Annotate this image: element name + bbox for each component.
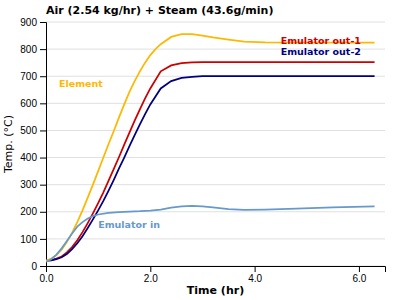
y-tick-label: 300 (20, 179, 37, 190)
y-tick-mark (40, 76, 46, 77)
y-axis: 0 100 200 300 400 500 600 700 800 900 (20, 17, 46, 272)
y-tick-mark (40, 49, 46, 50)
y-tick: 0 (31, 261, 46, 272)
grid-line (46, 238, 385, 239)
grid-line (46, 22, 385, 23)
x-tick: 6.0 (352, 266, 366, 284)
y-tick: 600 (20, 98, 46, 109)
y-tick-label: 100 (20, 234, 37, 245)
y-tick-label: 900 (20, 17, 37, 28)
x-axis: 0.0 2.0 4.0 6.0 (40, 266, 386, 284)
series-line (46, 206, 375, 262)
grid-line (46, 184, 385, 185)
x-tick: 2.0 (144, 266, 158, 284)
y-tick: 200 (20, 206, 46, 217)
y-tick-mark (40, 103, 46, 104)
y-grid (46, 22, 385, 266)
y-tick: 900 (20, 17, 46, 28)
x-tick-label: 0.0 (40, 273, 54, 284)
x-tick: 0.0 (40, 266, 54, 284)
x-tick-mark (255, 266, 256, 272)
annotation: Emulator out-1 (281, 35, 361, 46)
y-tick-mark (40, 185, 46, 186)
chart: 0.0 2.0 4.0 6.0 0 100 200 300 400 500 600 700 800 900… (0, 0, 397, 300)
grid-line (46, 130, 385, 131)
x-tick-mark (150, 266, 151, 272)
y-tick-label: 600 (20, 98, 37, 109)
x-tick: 4.0 (248, 266, 262, 284)
x-axis-title: Time (hr) (187, 284, 244, 297)
y-tick-label: 200 (20, 206, 37, 217)
y-tick-mark (40, 130, 46, 131)
grid-line (46, 157, 385, 158)
annotation: Emulator in (98, 219, 160, 230)
y-tick: 800 (20, 44, 46, 55)
y-tick-label: 500 (20, 125, 37, 136)
x-tick-label: 2.0 (144, 273, 158, 284)
y-tick: 500 (20, 125, 46, 136)
y-tick: 100 (20, 234, 46, 245)
plot-area: 0.0 2.0 4.0 6.0 0 100 200 300 400 500 600 700 800 900… (20, 17, 385, 284)
x-tick-label: 4.0 (248, 273, 262, 284)
lines (46, 34, 375, 262)
y-tick: 400 (20, 152, 46, 163)
title: Air (2.54 kg/hr) + Steam (43.6g/min) (46, 4, 273, 17)
series-line (46, 62, 375, 260)
y-tick-label: 0 (31, 261, 37, 272)
y-tick-label: 800 (20, 44, 37, 55)
y-tick-mark (40, 266, 46, 267)
y-tick: 300 (20, 179, 46, 190)
annotation: Emulator out-2 (281, 46, 361, 57)
y-tick-mark (40, 158, 46, 159)
x-tick-mark (359, 266, 360, 272)
y-axis-line (40, 23, 47, 267)
y-axis-title: Temp. (°C) (2, 115, 15, 174)
x-axis-line (47, 267, 386, 273)
y-tick-mark (40, 22, 46, 23)
y-tick-label: 700 (20, 71, 37, 82)
x-tick-label: 6.0 (352, 273, 366, 284)
grid-line (46, 103, 385, 104)
y-tick-label: 400 (20, 152, 37, 163)
series-line (46, 34, 375, 260)
y-tick-mark (40, 212, 46, 213)
annotation: Element (59, 78, 103, 89)
y-tick-mark (40, 239, 46, 240)
series-line (46, 76, 375, 260)
annotations: Emulator out-1Emulator out-2 Element Emula… (59, 35, 361, 230)
y-tick: 700 (20, 71, 46, 82)
